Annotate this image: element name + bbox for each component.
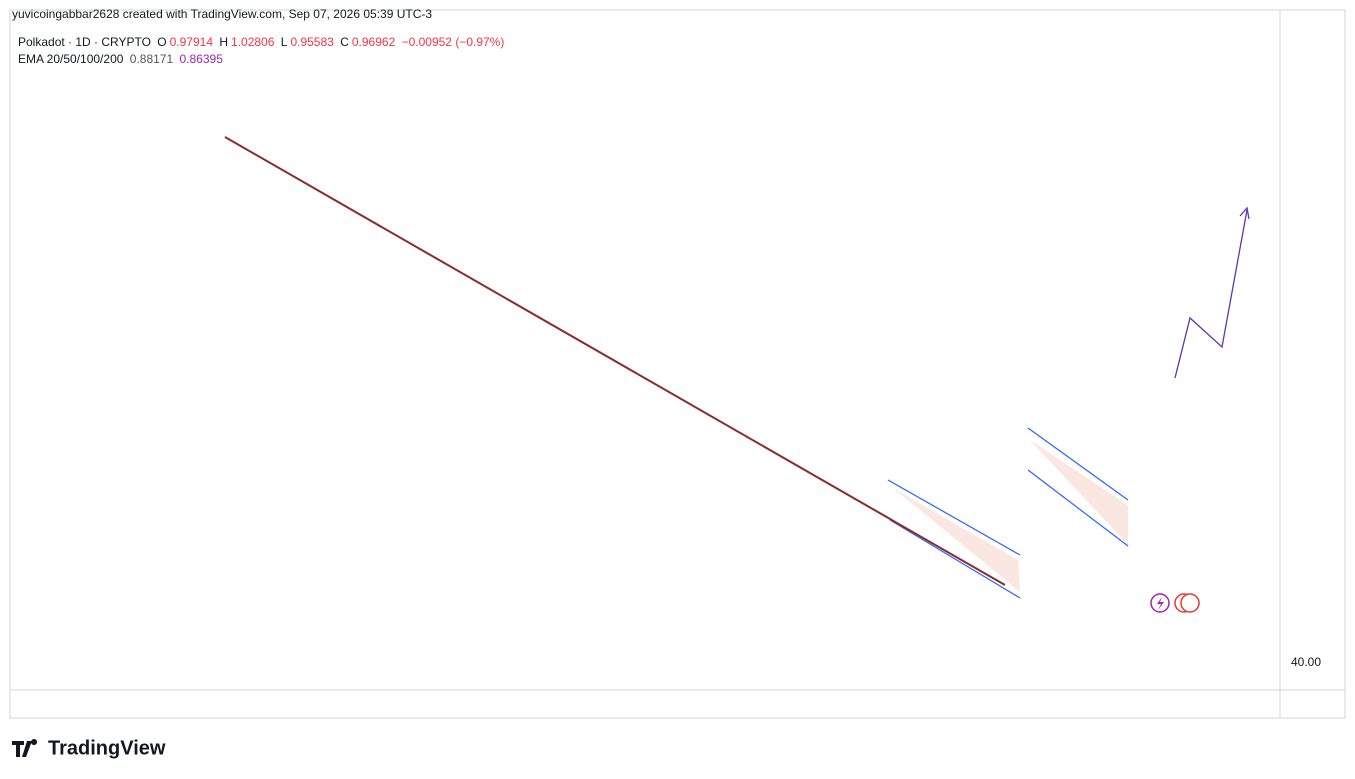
brand-logo: TradingView (12, 737, 166, 759)
frame (9, 9, 1346, 719)
attribution: yuvicoingabbar2628 created with TradingV… (12, 7, 433, 21)
trend-line (224, 136, 1006, 586)
shaded-zone (1030, 440, 1128, 545)
legend-ema: EMA 20/50/100/200 0.88171 0.86395 (18, 52, 226, 66)
channel-line (1027, 427, 1129, 501)
ema-value: 0.88171 (129, 52, 174, 66)
event-icon[interactable] (1180, 593, 1200, 613)
channel-line (887, 479, 1021, 556)
ohlc-value: 1.02806 (231, 35, 275, 49)
projection-arrow (1174, 209, 1248, 379)
ema-value: 0.86395 (179, 52, 223, 66)
ohlc-value: 0.97914 (169, 35, 214, 49)
arrow-head (1239, 206, 1250, 220)
channel-line (1027, 469, 1129, 547)
ohlc-label: L (280, 35, 288, 49)
drawings (224, 136, 1250, 599)
symbol-title: Polkadot · 1D · CRYPTO (18, 35, 151, 49)
stray-axis-label: 40.00 (1291, 655, 1321, 669)
shaded-zone (893, 488, 1020, 592)
brand-icon (12, 739, 38, 757)
legend-ohlc: Polkadot · 1D · CRYPTO O 0.97914 H 1.02806… (18, 35, 507, 49)
ohlc-value: 0.96962 (351, 35, 396, 49)
channel-line (889, 519, 1021, 599)
ohlc-label: C (340, 35, 349, 49)
brand-text: TradingView (48, 737, 166, 759)
indicator-name: EMA 20/50/100/200 (18, 52, 124, 66)
ohlc-value: 0.95583 (290, 35, 334, 49)
ohlc-label: H (219, 35, 229, 49)
change: −0.00952 (−0.97%) (401, 35, 505, 49)
ohlc-label: O (157, 35, 167, 49)
event-icon-bolt (1157, 597, 1164, 610)
